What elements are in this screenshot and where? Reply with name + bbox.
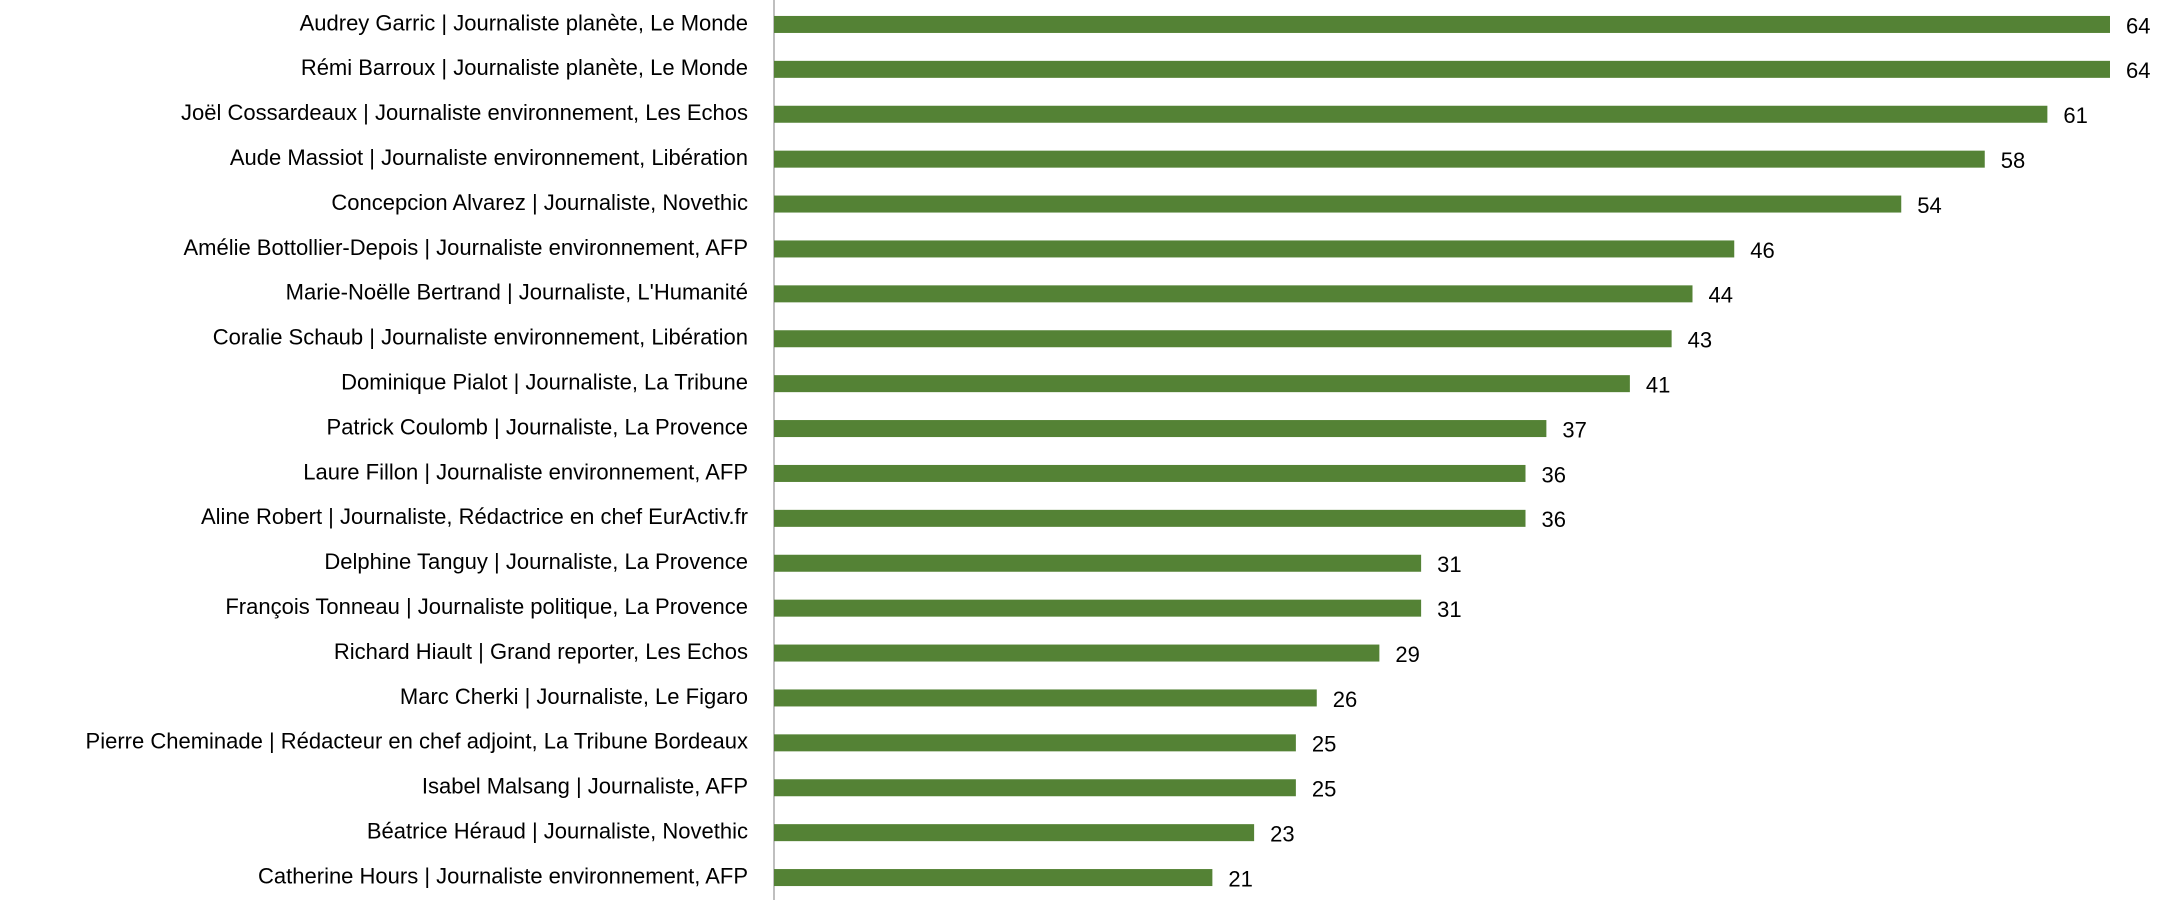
value-label: 58 [2001, 148, 2025, 173]
bar [774, 15, 2110, 33]
bar [774, 330, 1672, 348]
bar [774, 599, 1422, 617]
bar [774, 734, 1296, 752]
value-label: 36 [1542, 462, 1566, 487]
value-label: 23 [1270, 821, 1294, 846]
bar [774, 105, 2048, 123]
bar [774, 644, 1380, 662]
bar [774, 195, 1902, 213]
value-label: 36 [1542, 507, 1566, 532]
category-label: Béatrice Héraud | Journaliste, Novethic [367, 818, 748, 843]
value-label: 54 [1917, 193, 1941, 218]
value-label: 31 [1437, 552, 1461, 577]
category-label: Concepcion Alvarez | Journaliste, Noveth… [331, 190, 748, 215]
category-label: Amélie Bottollier-Depois | Journaliste e… [183, 235, 748, 260]
value-label: 44 [1709, 283, 1733, 308]
value-label: 64 [2126, 13, 2150, 38]
bar [774, 60, 2110, 78]
category-label: Aline Robert | Journaliste, Rédactrice e… [201, 504, 748, 529]
category-label: Joël Cossardeaux | Journaliste environne… [181, 100, 748, 125]
bar [774, 689, 1317, 707]
value-label: 26 [1333, 687, 1357, 712]
value-label: 43 [1688, 328, 1712, 353]
category-label: Marc Cherki | Journaliste, Le Figaro [400, 684, 748, 709]
category-label: Dominique Pialot | Journaliste, La Tribu… [341, 369, 748, 394]
category-label: Laure Fillon | Journaliste environnement… [303, 459, 748, 484]
category-label: Richard Hiault | Grand reporter, Les Ech… [334, 639, 748, 664]
value-label: 25 [1312, 732, 1336, 757]
category-label: François Tonneau | Journaliste politique… [225, 594, 748, 619]
category-label: Audrey Garric | Journaliste planète, Le … [300, 10, 748, 35]
category-label: Catherine Hours | Journaliste environnem… [258, 863, 748, 888]
bar [774, 240, 1735, 258]
category-label: Aude Massiot | Journaliste environnement… [230, 145, 748, 170]
bar [774, 824, 1255, 842]
value-label: 37 [1562, 417, 1586, 442]
bar [774, 509, 1526, 527]
category-label: Isabel Malsang | Journaliste, AFP [422, 774, 748, 799]
category-label: Marie-Noëlle Bertrand | Journaliste, L'H… [286, 280, 748, 305]
value-label: 61 [2063, 103, 2087, 128]
category-label: Patrick Coulomb | Journaliste, La Proven… [327, 414, 748, 439]
value-label: 25 [1312, 777, 1336, 802]
value-label: 46 [1750, 238, 1774, 263]
bar [774, 869, 1213, 887]
category-label: Pierre Cheminade | Rédacteur en chef adj… [86, 729, 748, 754]
category-label: Coralie Schaub | Journaliste environneme… [213, 325, 748, 350]
bar [774, 779, 1296, 797]
bar [774, 554, 1422, 572]
bar [774, 420, 1547, 438]
value-label: 64 [2126, 58, 2150, 83]
value-label: 31 [1437, 597, 1461, 622]
category-label: Rémi Barroux | Journaliste planète, Le M… [301, 55, 748, 80]
value-label: 29 [1395, 642, 1419, 667]
bar [774, 285, 1693, 303]
category-label: Delphine Tanguy | Journaliste, La Proven… [324, 549, 748, 574]
value-label: 41 [1646, 372, 1670, 397]
value-label: 21 [1228, 866, 1252, 891]
bar [774, 150, 1985, 168]
bar [774, 464, 1526, 482]
bar [774, 375, 1630, 393]
